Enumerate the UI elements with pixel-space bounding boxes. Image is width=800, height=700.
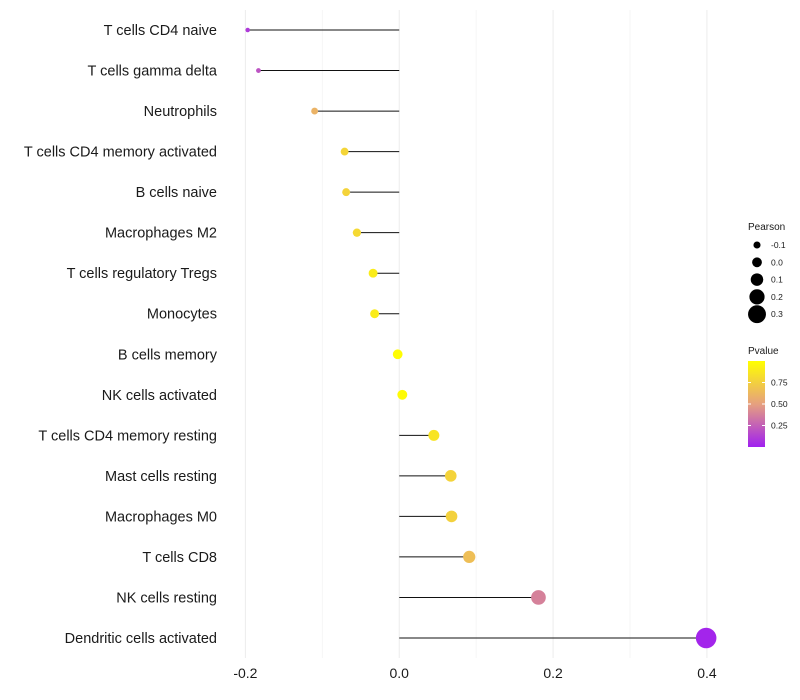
x-tick-label-1: 0.0 (389, 665, 409, 681)
x-axis-ticks: -0.2 0.0 0.2 0.4 (233, 665, 717, 681)
legend-color-bar (748, 361, 765, 447)
point-0 (245, 27, 250, 33)
category-label-12: Macrophages M0 (105, 509, 217, 525)
category-label-10: T cells CD4 memory resting (38, 428, 217, 444)
category-label-14: NK cells resting (116, 590, 217, 606)
point-8 (392, 349, 403, 360)
point-6 (368, 268, 378, 278)
point-5 (352, 228, 362, 237)
point-13 (463, 550, 476, 564)
legend-size-label-3: 0.2 (771, 292, 783, 302)
x-tick-label-2: 0.2 (543, 665, 563, 681)
category-label-6: T cells regulatory Tregs (67, 266, 217, 282)
legend-color-title: Pvalue (748, 346, 779, 357)
point-3 (340, 147, 349, 156)
legend-color-label-2: 0.25 (771, 421, 788, 431)
category-label-1: T cells gamma delta (88, 64, 218, 80)
category-labels: T cells CD4 naive T cells gamma delta Neut… (24, 23, 218, 647)
x-tick-label-0: -0.2 (233, 665, 257, 681)
point-4 (342, 188, 351, 197)
point-12 (445, 510, 458, 523)
point-2 (311, 107, 319, 115)
legend-size-key-0 (753, 241, 761, 249)
category-label-9: NK cells activated (102, 388, 217, 404)
legend-size-label-0: -0.1 (771, 240, 786, 250)
point-14 (531, 590, 546, 605)
legend-size-key-1 (752, 257, 762, 268)
point-9 (397, 389, 408, 400)
category-label-4: B cells naive (136, 185, 217, 201)
points (245, 27, 717, 649)
category-label-2: Neutrophils (144, 104, 217, 120)
category-label-5: Macrophages M2 (105, 226, 217, 242)
legend: Pearson -0.1 0.0 0.1 0.2 0.3 Pvalue 0.75 0.50 0.2… (748, 222, 788, 447)
legend-size-label-4: 0.3 (771, 309, 783, 319)
legend-size-label-2: 0.1 (771, 275, 783, 285)
point-15 (695, 627, 717, 649)
category-label-15: Dendritic cells activated (65, 631, 217, 647)
legend-size-title: Pearson (748, 222, 785, 233)
category-label-13: T cells CD8 (142, 550, 217, 566)
point-11 (444, 470, 457, 482)
legend-color-label-1: 0.50 (771, 399, 788, 409)
legend-color-label-0: 0.75 (771, 378, 788, 388)
category-label-8: B cells memory (118, 347, 218, 363)
category-label-0: T cells CD4 naive (104, 23, 217, 39)
grid (244, 10, 708, 658)
x-tick-label-3: 0.4 (697, 665, 717, 681)
point-1 (256, 68, 261, 73)
legend-size-label-1: 0.0 (771, 257, 783, 267)
stems (247, 29, 707, 639)
point-10 (428, 429, 440, 441)
legend-size-key-3 (749, 289, 765, 305)
legend-size-key-2 (750, 273, 764, 286)
point-7 (370, 309, 380, 319)
category-label-3: T cells CD4 memory activated (24, 145, 217, 161)
category-label-7: Monocytes (147, 307, 217, 323)
category-label-11: Mast cells resting (105, 469, 217, 485)
legend-size-key-4 (748, 305, 766, 324)
